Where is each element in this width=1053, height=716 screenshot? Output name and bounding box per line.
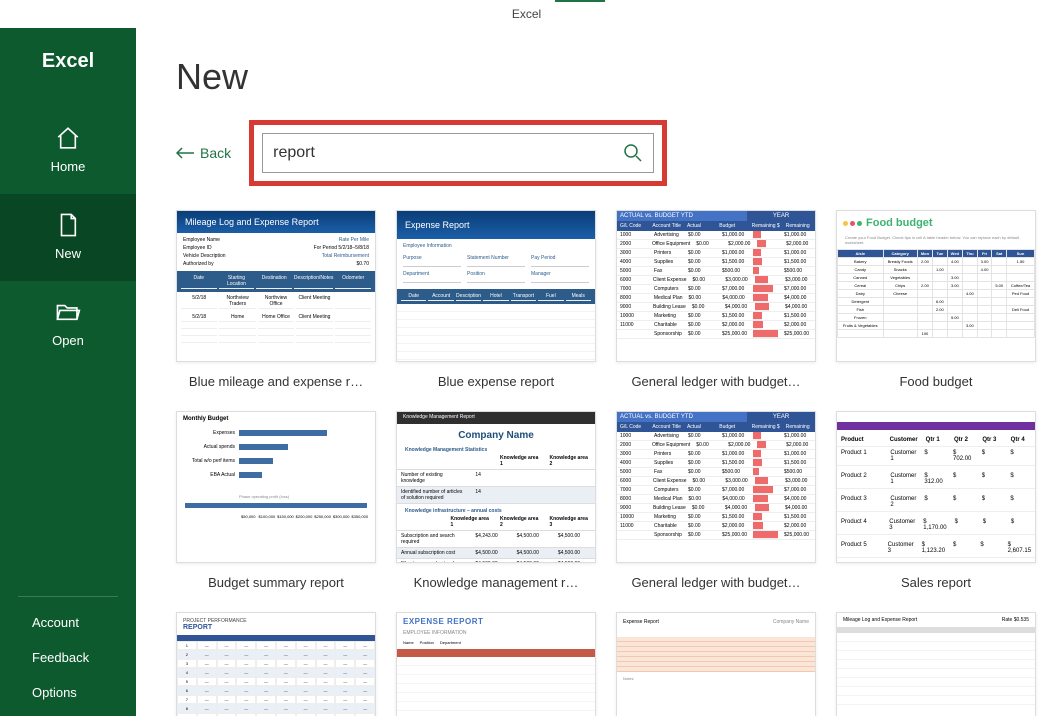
nav-open-label: Open <box>52 333 84 348</box>
template-thumb: Knowledge Management Report Company Name… <box>396 411 596 563</box>
sidebar: Excel Home New Open Account Feedback Opt… <box>0 28 136 716</box>
nav-account[interactable]: Account <box>0 605 136 640</box>
template-name: General ledger with budget… <box>631 374 800 389</box>
open-folder-icon <box>55 299 81 325</box>
template-name: Blue expense report <box>438 374 554 389</box>
new-file-icon <box>55 212 81 238</box>
nav-feedback[interactable]: Feedback <box>0 640 136 675</box>
template-card[interactable]: ACTUAL vs. BUDGET YTDYEAR G/L CodeAccoun… <box>616 210 816 389</box>
nav-home[interactable]: Home <box>0 107 136 194</box>
template-card[interactable]: Mileage Log and Expense Report Rate $0.5… <box>836 612 1036 716</box>
template-card[interactable]: Expense Report Company Name Notes <box>616 612 816 716</box>
search-highlight-border <box>249 120 667 186</box>
nav-open[interactable]: Open <box>0 281 136 368</box>
template-card[interactable]: ProductCustomerQtr 1Qtr 2Qtr 3Qtr 4 Prod… <box>836 411 1036 590</box>
search-input[interactable] <box>273 144 623 162</box>
template-name: General ledger with budget… <box>631 575 800 590</box>
back-button[interactable]: Back <box>176 145 231 161</box>
template-thumb: ACTUAL vs. BUDGET YTDYEAR G/L CodeAccoun… <box>616 411 816 563</box>
nav-home-label: Home <box>51 159 86 174</box>
template-card[interactable]: Mileage Log and Expense Report Employee … <box>176 210 376 389</box>
template-card[interactable]: PROJECT PERFORMANCEREPORT 1—————————2———… <box>176 612 376 716</box>
template-card[interactable]: Expense Report Employee Information Purp… <box>396 210 596 389</box>
title-bar-accent <box>555 0 605 2</box>
template-card[interactable]: Knowledge Management Report Company Name… <box>396 411 596 590</box>
search-box[interactable] <box>262 133 654 173</box>
home-icon <box>55 125 81 151</box>
template-thumb: PROJECT PERFORMANCEREPORT 1—————————2———… <box>176 612 376 716</box>
template-card[interactable]: ACTUAL vs. BUDGET YTDYEAR G/L CodeAccoun… <box>616 411 816 590</box>
template-thumb: EXPENSE REPORT EMPLOYEE INFORMATION Name… <box>396 612 596 716</box>
sidebar-divider <box>18 596 118 597</box>
template-thumb: ACTUAL vs. BUDGET YTDYEAR G/L CodeAccoun… <box>616 210 816 362</box>
template-card[interactable]: Monthly Budget ExpensesActual spendsTota… <box>176 411 376 590</box>
template-thumb: Mileage Log and Expense Report Employee … <box>176 210 376 362</box>
search-icon[interactable] <box>623 143 643 163</box>
template-name: Knowledge management r… <box>414 575 579 590</box>
template-thumb: Mileage Log and Expense Report Rate $0.5… <box>836 612 1036 716</box>
nav-options[interactable]: Options <box>0 675 136 710</box>
template-thumb: Expense Report Company Name Notes <box>616 612 816 716</box>
nav-new-label: New <box>55 246 81 261</box>
title-bar-text: Excel <box>512 7 541 21</box>
app-name: Excel <box>0 28 136 107</box>
template-card[interactable]: EXPENSE REPORT EMPLOYEE INFORMATION Name… <box>396 612 596 716</box>
template-name: Sales report <box>901 575 971 590</box>
content-area: New Back Mileage Log and Expense Report <box>136 28 1053 716</box>
template-grid: Mileage Log and Expense Report Employee … <box>176 210 1013 716</box>
page-title: New <box>176 56 1013 98</box>
title-bar: Excel <box>0 0 1053 28</box>
template-thumb: Food budget Create your Food Budget. Che… <box>836 210 1036 362</box>
thumb-title: Mileage Log and Expense Report <box>177 211 375 233</box>
template-thumb: Expense Report Employee Information Purp… <box>396 210 596 362</box>
nav-new[interactable]: New <box>0 194 136 281</box>
back-arrow-icon <box>176 147 194 159</box>
template-name: Blue mileage and expense r… <box>189 374 363 389</box>
template-name: Budget summary report <box>208 575 344 590</box>
template-thumb: Monthly Budget ExpensesActual spendsTota… <box>176 411 376 563</box>
back-label: Back <box>200 145 231 161</box>
template-thumb: ProductCustomerQtr 1Qtr 2Qtr 3Qtr 4 Prod… <box>836 411 1036 563</box>
template-card[interactable]: Food budget Create your Food Budget. Che… <box>836 210 1036 389</box>
template-name: Food budget <box>899 374 972 389</box>
